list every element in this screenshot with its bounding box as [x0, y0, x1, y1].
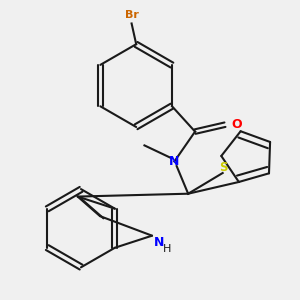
- Text: N: N: [154, 236, 165, 249]
- Text: S: S: [219, 161, 228, 175]
- Text: O: O: [231, 118, 242, 131]
- Text: H: H: [163, 244, 171, 254]
- Text: N: N: [169, 155, 179, 168]
- Text: Br: Br: [125, 10, 139, 20]
